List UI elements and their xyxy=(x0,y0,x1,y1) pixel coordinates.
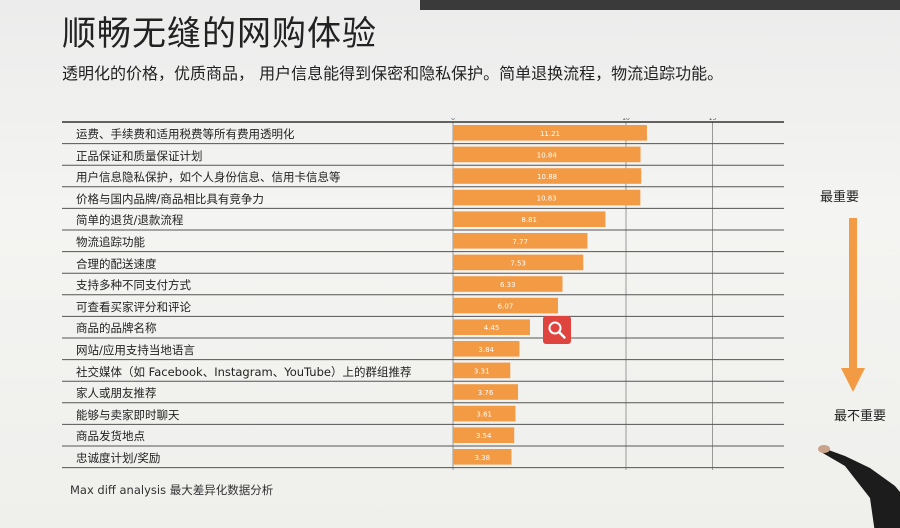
category-label: 商品的品牌名称 xyxy=(76,321,157,336)
legend-most-important: 最重要 xyxy=(820,190,860,205)
data-label: 3.61 xyxy=(476,411,492,419)
category-label: 社交媒体（如 Facebook、Instagram、YouTube）上的群组推荐 xyxy=(76,364,412,379)
bar-chart: 0 10 15 11.21 10.84 10.88 10.83 8.81 7.77 7.53 6.3… xyxy=(62,118,784,470)
bar xyxy=(453,125,647,141)
data-label: 3.31 xyxy=(474,367,490,375)
data-label: 3.84 xyxy=(478,346,494,354)
bar xyxy=(453,189,641,206)
data-label: 8.81 xyxy=(521,216,537,224)
bar xyxy=(453,254,584,271)
data-label: 11.21 xyxy=(540,130,560,138)
x-tick-label: 0 xyxy=(451,118,455,122)
data-label: 10.83 xyxy=(537,195,557,203)
category-label: 家人或朋友推荐 xyxy=(76,386,157,401)
category-label: 商品发货地点 xyxy=(76,429,145,444)
data-label: 7.53 xyxy=(510,259,526,267)
data-label: 3.54 xyxy=(476,432,492,440)
slide-subtitle: 透明化的价格，优质商品， 用户信息能得到保密和隐私保护。简单退换流程，物流追踪功… xyxy=(62,64,724,83)
category-label: 能够与卖家即时聊天 xyxy=(76,407,180,422)
x-tick-label: 15 xyxy=(709,118,717,122)
bar xyxy=(453,341,520,357)
bar xyxy=(453,233,588,249)
bar xyxy=(453,449,512,465)
category-label: 运费、手续费和适用税费等所有费用透明化 xyxy=(76,127,295,141)
category-label: 物流追踪功能 xyxy=(76,235,145,249)
data-label: 10.88 xyxy=(537,173,557,181)
category-label: 简单的退货/退款流程 xyxy=(76,213,184,228)
data-label: 10.84 xyxy=(537,151,558,159)
bar xyxy=(453,146,641,163)
screen-edge xyxy=(420,0,900,10)
category-label: 支持多种不同支付方式 xyxy=(76,278,191,293)
bar xyxy=(453,362,511,379)
data-label: 7.77 xyxy=(512,238,528,246)
bar xyxy=(453,168,642,184)
legend-least-important: 最不重要 xyxy=(834,409,887,424)
category-label: 忠诚度计划/奖励 xyxy=(76,451,161,465)
data-label: 3.76 xyxy=(478,389,494,397)
zoom-search-icon[interactable] xyxy=(543,316,571,344)
bar xyxy=(453,297,559,314)
data-label: 6.33 xyxy=(500,281,516,289)
importance-arrow-icon xyxy=(841,218,865,392)
category-label: 网站/应用支持当地语言 xyxy=(76,343,195,357)
category-label: 价格与国内品牌/商品相比具有竞争力 xyxy=(76,191,264,206)
bar xyxy=(453,427,515,443)
presenter-silhouette xyxy=(818,445,900,528)
data-label: 6.07 xyxy=(498,303,514,311)
bar xyxy=(453,211,606,227)
category-label: 合理的配送速度 xyxy=(76,256,157,271)
bar xyxy=(453,319,530,335)
footnote: Max diff analysis 最大差异化数据分析 xyxy=(70,483,274,497)
x-tick-label: 10 xyxy=(622,118,630,122)
category-label: 正品保证和质量保证计划 xyxy=(76,148,203,163)
ranking-table: 0 10 15 11.21 10.84 10.88 10.83 8.81 7.77 7.53 6.3… xyxy=(62,118,784,470)
data-label: 4.45 xyxy=(484,324,500,332)
category-label: 用户信息隐私保护，如个人身份信息、信用卡信息等 xyxy=(76,170,341,185)
bar xyxy=(453,276,563,292)
slide-title: 顺畅无缝的网购体验 xyxy=(62,14,377,54)
bar xyxy=(453,384,519,400)
data-label: 3.38 xyxy=(474,454,490,462)
bar xyxy=(453,405,516,422)
category-label: 可查看买家评分和评论 xyxy=(76,299,191,314)
